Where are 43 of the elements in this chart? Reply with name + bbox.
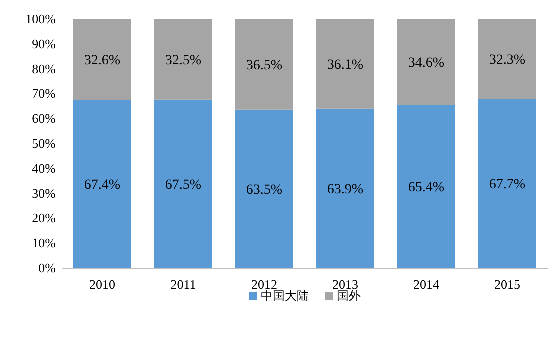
x-tick-label: 2011: [170, 277, 196, 292]
data-label: 63.5%: [246, 182, 283, 198]
x-tick-label: 2010: [90, 277, 116, 292]
bar: [398, 105, 456, 268]
y-tick-label: 50%: [32, 136, 56, 151]
x-tick-label: 2015: [494, 277, 520, 292]
bar: [154, 100, 212, 268]
bar: [236, 110, 294, 268]
y-tick-label: 0%: [38, 260, 56, 276]
bar: [478, 99, 536, 268]
bar: [316, 108, 374, 268]
legend-label: 中国大陆: [261, 289, 309, 303]
bar: [74, 100, 132, 268]
data-label: 32.3%: [489, 53, 526, 68]
bar: [398, 19, 456, 106]
y-tick-label: 30%: [32, 186, 56, 201]
data-label: 36.5%: [246, 58, 283, 74]
y-tick-label: 20%: [32, 210, 56, 226]
bar: [154, 19, 212, 100]
x-tick-label: 2014: [414, 277, 440, 292]
x-tick-label: 2012: [252, 277, 278, 292]
y-tick-label: 100%: [26, 12, 56, 26]
x-tick-label: 2013: [332, 277, 358, 292]
data-label: 36.1%: [327, 58, 364, 73]
data-label: 67.5%: [165, 178, 202, 193]
y-tick-label: 40%: [32, 160, 56, 176]
data-label: 32.6%: [84, 54, 121, 69]
y-tick-label: 90%: [32, 36, 56, 52]
bar: [478, 19, 536, 100]
bar: [316, 19, 374, 109]
data-label: 63.9%: [327, 182, 364, 198]
data-label: 67.7%: [489, 178, 526, 193]
legend-label: 国外: [337, 289, 361, 303]
data-label: 34.6%: [408, 56, 445, 72]
y-tick-label: 70%: [32, 86, 56, 102]
y-tick-label: 10%: [32, 236, 56, 251]
bar: [236, 19, 294, 110]
y-tick-label: 60%: [32, 111, 56, 126]
y-tick-label: 80%: [32, 61, 56, 76]
data-label: 65.4%: [408, 180, 445, 196]
data-label: 67.4%: [84, 178, 121, 194]
data-label: 32.5%: [165, 53, 202, 68]
bar: [74, 19, 132, 100]
